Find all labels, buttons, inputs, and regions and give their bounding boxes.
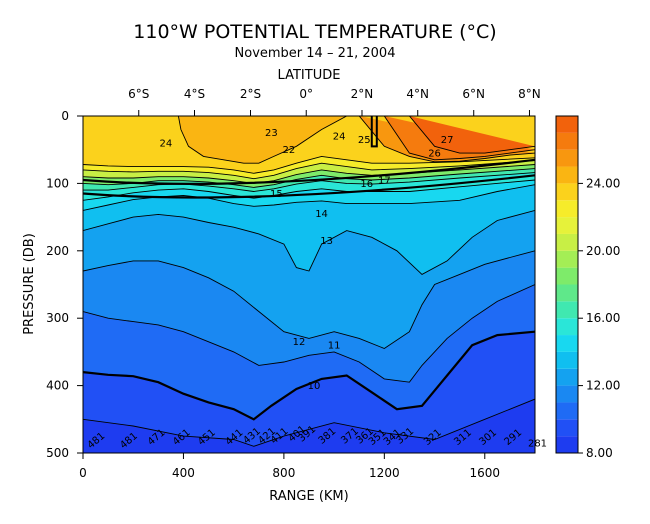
contour-label: 23 [265, 128, 278, 139]
isotherm-line-10 [83, 330, 535, 421]
y-tick-label: 500 [46, 446, 69, 460]
colorbar-tick-label: 16.00 [586, 311, 620, 325]
colorbar-swatch [556, 318, 578, 336]
chart-title: 110°W POTENTIAL TEMPERATURE (°C) [133, 21, 496, 43]
contour-label: 22 [283, 145, 296, 156]
contour-label: 13 [320, 236, 333, 247]
colorbar-swatch [556, 335, 578, 352]
y-axis-label: PRESSURE (DB) [22, 233, 37, 335]
isotherm-line-11 [83, 284, 535, 383]
isotherm-line-27 [409, 116, 535, 154]
colorbar-swatch [556, 368, 578, 386]
contour-label: 15 [270, 189, 283, 200]
contour-label: 25 [358, 135, 371, 146]
band-27 [409, 116, 535, 154]
colorbar-tick-label: 12.00 [586, 379, 620, 393]
latitude-tick-label: 0° [299, 87, 313, 101]
contour-label: 17 [378, 175, 391, 186]
colorbar-frame [555, 115, 579, 454]
contour-label: 24 [159, 138, 172, 149]
y-axis: 0 100 200 300 400 500 [46, 109, 83, 460]
isotherm-line-25 [358, 116, 535, 163]
thermocline-line-0 [83, 158, 535, 185]
colorbar-swatch [556, 301, 578, 319]
plot-area [83, 116, 535, 453]
colorbar-swatch [556, 217, 578, 234]
x-tick-label: 800 [272, 466, 295, 480]
y-tick-label: 200 [46, 244, 69, 258]
colorbar-swatch [556, 385, 578, 403]
latitude-tick-label: 6°S [128, 87, 149, 101]
isotherm-line-24 [177, 116, 347, 164]
colorbar-swatch [556, 250, 578, 268]
top-axis-label: LATITUDE [278, 68, 341, 83]
isotherm-bands [83, 116, 535, 453]
contour-label: 14 [315, 209, 328, 220]
contour-label: 281 [528, 438, 547, 449]
x-axis-label: RANGE (KM) [269, 489, 348, 504]
contour-label: 11 [328, 341, 341, 352]
colorbar-tick-label: 20.00 [586, 244, 620, 258]
colorbar-swatch [556, 436, 578, 453]
colorbar-swatch [556, 351, 578, 369]
upwelling-feature [370, 116, 378, 148]
isotherm-line-23 [83, 155, 535, 174]
contour-label: 27 [441, 135, 454, 146]
isotherm-line-22 [83, 160, 535, 180]
y-tick-label: 100 [46, 176, 69, 190]
chart-subtitle: November 14 – 21, 2004 [235, 46, 396, 61]
latitude-tick-label: 6°N [462, 87, 485, 101]
isotherm-line-13 [83, 209, 535, 275]
colorbar-swatch [556, 116, 578, 133]
latitude-tick-label: 2°S [240, 87, 261, 101]
contour-label: 24 [333, 132, 346, 143]
x-tick-label: 1200 [369, 466, 400, 480]
isotherm-line-16 [83, 172, 535, 192]
colorbar-swatch [556, 166, 578, 184]
colorbar-swatch [556, 200, 578, 218]
latitude-tick-label: 8°N [518, 87, 541, 101]
band-24 [178, 116, 347, 164]
isotherm-line-26 [383, 116, 535, 161]
colorbar-swatch [556, 284, 578, 302]
colorbar-tick-label: 8.00 [586, 446, 613, 460]
contour-label: 12 [293, 337, 306, 348]
latitude-tick-label: 2°N [351, 87, 374, 101]
colorbar-swatch [556, 419, 578, 437]
isotherm-line-18 [83, 168, 535, 188]
colorbar-swatch [556, 149, 578, 167]
colorbar-swatch [556, 183, 578, 201]
x-tick-label: 400 [172, 466, 195, 480]
x-tick-label: 1600 [470, 466, 501, 480]
contour-label: 16 [360, 179, 373, 190]
isotherm-lines [83, 116, 535, 447]
contour-label: 26 [428, 148, 441, 159]
colorbar-swatch [556, 267, 578, 285]
contour-label: 10 [308, 381, 321, 392]
latitude-tick-label: 4°N [406, 87, 429, 101]
colorbar-swatch [556, 402, 578, 420]
isotherm-line-12 [83, 250, 535, 350]
y-tick-label: 300 [46, 311, 69, 325]
latitude-axis: 6°S 4°S 2°S 0° 2°N 4°N 6°N 8°N [128, 87, 541, 116]
y-tick-label: 400 [46, 379, 69, 393]
thermocline-line-1 [83, 174, 535, 199]
colorbar: 8.00 12.00 16.00 20.00 24.00 [555, 115, 620, 460]
x-axis: 0 400 800 1200 1600 [79, 453, 500, 480]
x-tick-label: 0 [79, 466, 87, 480]
colorbar-swatch [556, 132, 578, 150]
plot-frame [82, 115, 536, 454]
colorbar-swatch [556, 233, 578, 251]
colorbar-tick-label: 24.00 [586, 176, 620, 190]
latitude-tick-label: 4°S [184, 87, 205, 101]
isotherm-line-9 [83, 398, 535, 447]
y-tick-label: 0 [61, 109, 69, 123]
